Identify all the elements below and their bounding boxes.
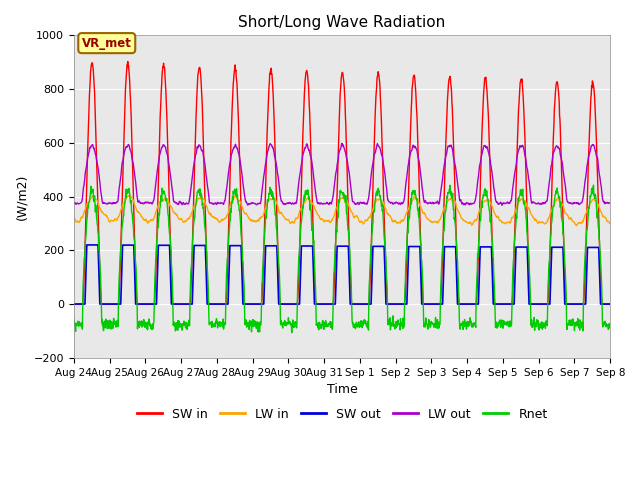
LW in [495,217,503,223]
SW in [606,301,614,307]
SW in [177,301,184,307]
LW in [426,217,433,223]
Title: Short/Long Wave Radiation: Short/Long Wave Radiation [238,15,445,30]
LW out [249,200,257,206]
LW out [70,200,77,206]
LW in [573,223,580,228]
SW out [177,301,184,307]
Rnet [589,182,597,188]
Rnet [543,318,550,324]
Line: LW out: LW out [74,144,610,205]
LW out [498,203,506,208]
Rnet [495,319,503,324]
LW in [543,219,550,225]
SW in [495,301,503,307]
Text: VR_met: VR_met [82,36,132,49]
LW in [88,193,96,199]
Rnet [288,330,296,336]
Rnet [176,324,184,330]
LW out [543,198,551,204]
Line: SW in: SW in [74,61,610,304]
Line: Rnet: Rnet [74,185,610,333]
LW in [70,216,77,222]
Legend: SW in, LW in, SW out, LW out, Rnet: SW in, LW in, SW out, LW out, Rnet [131,403,552,426]
LW in [189,205,197,211]
SW in [250,301,257,307]
LW out [176,198,184,204]
LW out [426,200,433,206]
SW in [189,209,197,215]
SW out [83,242,91,248]
Rnet [249,317,257,323]
SW out [250,301,257,307]
Rnet [189,230,197,236]
SW in [124,59,132,64]
SW in [543,301,550,307]
Rnet [70,320,77,325]
X-axis label: Time: Time [326,383,357,396]
SW out [189,264,197,270]
Y-axis label: (W/m2): (W/m2) [15,173,28,220]
SW in [426,301,433,307]
LW out [495,201,503,207]
SW out [543,301,550,307]
SW out [606,301,614,307]
Rnet [606,321,614,327]
SW out [70,301,77,307]
Line: LW in: LW in [74,196,610,226]
LW in [177,216,184,222]
LW out [189,168,197,174]
LW out [606,200,614,206]
Line: SW out: SW out [74,245,610,304]
LW out [338,141,346,146]
SW in [70,301,77,307]
SW out [426,301,433,307]
LW in [606,220,614,226]
Rnet [426,322,433,327]
LW in [250,217,257,223]
SW out [495,301,503,307]
